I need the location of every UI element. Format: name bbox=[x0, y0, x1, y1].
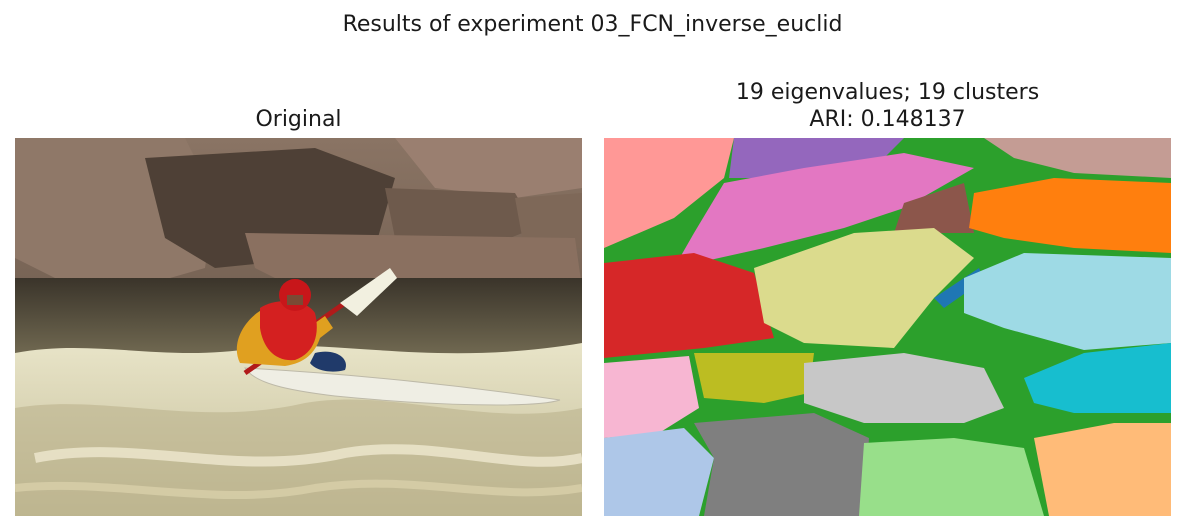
original-photo-svg bbox=[15, 138, 582, 516]
cluster-peach bbox=[1034, 423, 1171, 516]
segmentation-title-line2: ARI: 0.148137 bbox=[809, 107, 966, 132]
cluster-cyan bbox=[1024, 343, 1171, 413]
segmentation-panel-title: 19 eigenvalues; 19 clusters ARI: 0.14813… bbox=[604, 79, 1171, 133]
original-image bbox=[15, 138, 582, 516]
cluster-light-green bbox=[859, 438, 1044, 516]
original-panel-title: Original bbox=[255, 107, 342, 132]
cluster-tan bbox=[984, 138, 1171, 178]
spray-skirt bbox=[310, 351, 346, 372]
cluster-pink bbox=[674, 153, 974, 268]
cluster-olive bbox=[694, 353, 814, 403]
cluster-gray bbox=[804, 353, 1004, 423]
segmentation-map-svg bbox=[604, 138, 1171, 516]
cluster-light-cyan bbox=[964, 253, 1171, 350]
cluster-brown bbox=[894, 183, 974, 233]
rock-top-right bbox=[395, 138, 582, 198]
cluster-purple bbox=[729, 138, 904, 178]
cluster-salmon bbox=[604, 138, 734, 248]
paddle-blade bbox=[340, 268, 397, 316]
rock-middle-right bbox=[385, 188, 535, 248]
life-vest bbox=[260, 301, 317, 361]
cluster-orange bbox=[969, 178, 1171, 253]
figure-suptitle: Results of experiment 03_FCN_inverse_euc… bbox=[342, 12, 843, 37]
cluster-red bbox=[604, 253, 774, 358]
segmentation-title-line1: 19 eigenvalues; 19 clusters bbox=[735, 80, 1040, 105]
kayak bbox=[244, 367, 561, 406]
cluster-light-blue bbox=[604, 428, 714, 516]
cluster-dark-gray bbox=[694, 413, 869, 516]
cluster-khaki bbox=[754, 228, 974, 348]
segmentation-image bbox=[604, 138, 1171, 516]
cluster-light-pink bbox=[604, 356, 699, 438]
